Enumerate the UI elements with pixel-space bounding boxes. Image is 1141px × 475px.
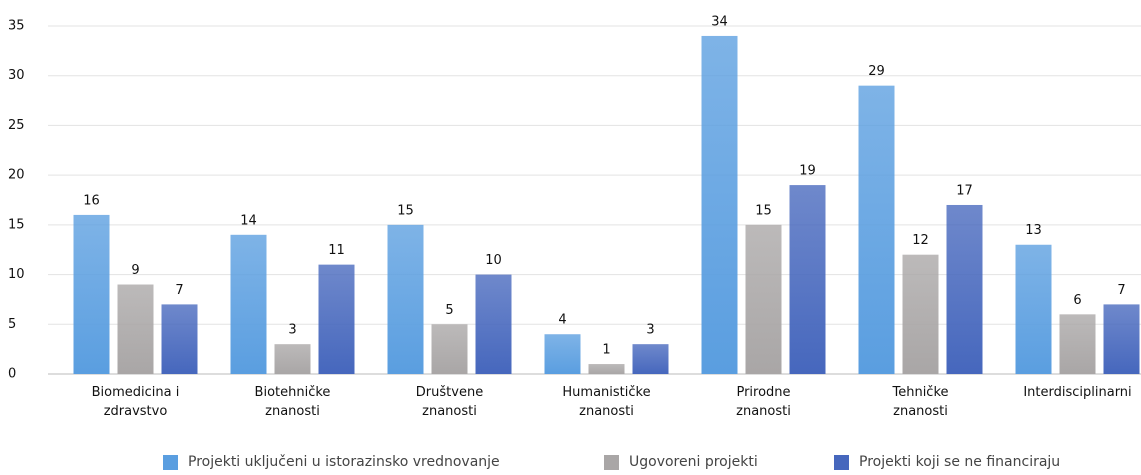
data-label: 4 (558, 313, 566, 328)
y-tick-label: 20 (8, 168, 25, 183)
data-label: 34 (711, 14, 728, 29)
y-tick-label: 15 (8, 217, 25, 232)
data-label: 10 (485, 253, 502, 268)
x-tick-label: Biotehničke znanosti (254, 385, 331, 419)
legend-label: Ugovoreni projekti (629, 454, 758, 470)
bar (701, 35, 738, 374)
bar (318, 264, 355, 374)
x-tick-label: Prirodne znanosti (736, 385, 791, 419)
x-tick-label: Društvene znanosti (415, 385, 484, 419)
legend-swatch (163, 454, 178, 470)
bar (544, 334, 581, 374)
y-tick-label: 5 (8, 317, 16, 332)
data-label: 6 (1073, 293, 1081, 308)
data-label: 13 (1025, 223, 1042, 238)
data-label: 7 (1117, 283, 1125, 298)
bar (789, 185, 826, 374)
legend-swatch (604, 454, 619, 470)
y-tick-label: 25 (8, 118, 25, 133)
data-label: 14 (240, 213, 257, 228)
x-tick-label: Humanističke znanosti (562, 385, 651, 419)
bar (274, 344, 311, 374)
bar (946, 204, 983, 374)
y-tick-label: 0 (8, 367, 16, 382)
data-label: 5 (445, 303, 453, 318)
bar (588, 364, 625, 374)
data-label: 1 (602, 343, 610, 358)
legend-label: Projekti uključeni u istorazinsko vredno… (188, 454, 500, 470)
x-tick-label: Interdisciplinarni (1023, 385, 1132, 400)
data-label: 9 (131, 263, 139, 278)
bar (745, 224, 782, 374)
bar (902, 254, 939, 374)
data-label: 15 (755, 203, 772, 218)
bar (1015, 244, 1052, 374)
bar (858, 85, 895, 375)
y-tick-label: 35 (8, 19, 25, 34)
data-label: 3 (646, 323, 654, 338)
legend-item: Projekti koji se ne financiraju (834, 454, 1060, 470)
bar (73, 214, 110, 374)
data-label: 17 (956, 183, 973, 198)
bar (117, 284, 154, 374)
data-label: 3 (288, 323, 296, 338)
bar (475, 274, 512, 374)
bar (431, 324, 468, 374)
bar (1059, 314, 1096, 374)
x-tick-label: Tehničke znanosti (892, 385, 949, 419)
data-label: 16 (83, 193, 100, 208)
y-tick-label: 10 (8, 267, 25, 282)
legend-item: Projekti uključeni u istorazinsko vredno… (163, 454, 500, 470)
data-label: 15 (397, 203, 414, 218)
legend-item: Ugovoreni projekti (604, 454, 758, 470)
bar (387, 224, 424, 374)
legend-swatch (834, 454, 849, 470)
data-label: 19 (799, 164, 816, 179)
data-label: 29 (868, 64, 885, 79)
data-label: 12 (912, 233, 929, 248)
y-tick-label: 30 (8, 68, 25, 83)
x-tick-label: Biomedicina i zdravstvo (91, 385, 180, 419)
bar (1103, 304, 1140, 374)
bar (230, 234, 267, 374)
data-label: 7 (175, 283, 183, 298)
legend-label: Projekti koji se ne financiraju (859, 454, 1061, 470)
bar (161, 304, 198, 374)
bar (632, 344, 669, 374)
data-label: 11 (328, 243, 345, 258)
